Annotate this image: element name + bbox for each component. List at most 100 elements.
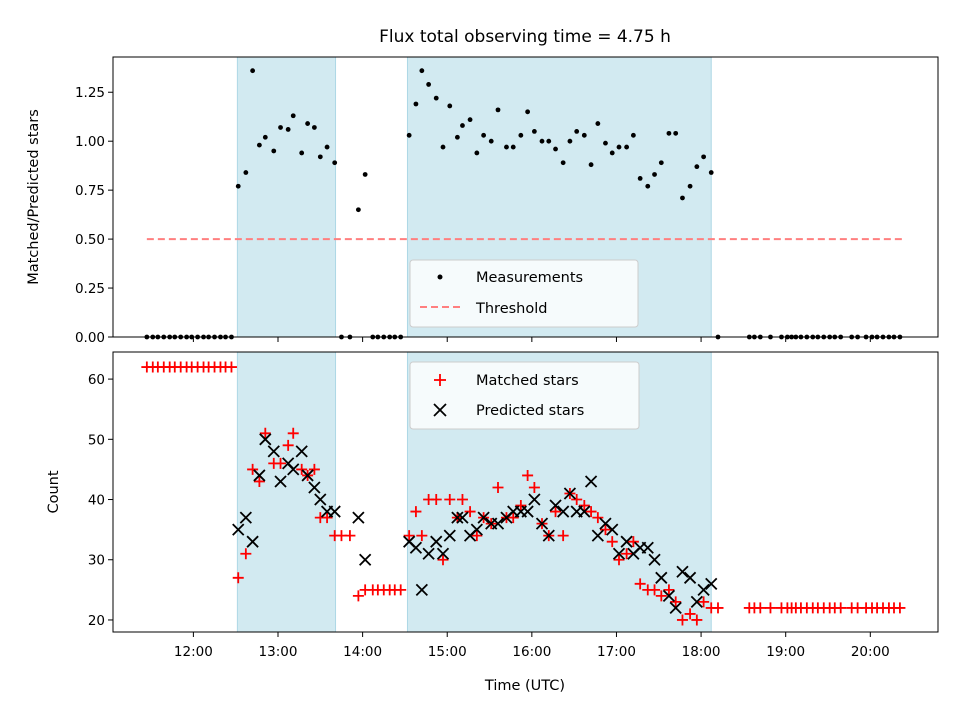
matched-star-point	[550, 506, 562, 518]
matched-star-point	[456, 494, 468, 506]
measurement-point	[406, 132, 412, 138]
y-tick-label: 50	[88, 432, 105, 448]
measurement-point	[495, 107, 501, 113]
matched-star-point	[634, 578, 646, 590]
chart-title: Flux total observing time = 4.75 h	[379, 27, 671, 47]
matched-star-point	[344, 530, 356, 542]
matched-star-point	[287, 427, 299, 439]
x-tick-label: 12:00	[174, 644, 213, 660]
measurement-point	[433, 95, 439, 101]
measurement-point	[694, 164, 700, 170]
measurement-point	[285, 127, 291, 132]
matched-star-point	[471, 530, 483, 542]
measurement-point	[256, 142, 262, 148]
matched-star-point	[571, 494, 583, 506]
measurement-point	[278, 125, 283, 130]
measurement-point	[362, 172, 368, 177]
measurement-point	[673, 130, 679, 136]
y-tick-label: 1.25	[75, 85, 105, 101]
predicted-star-point	[259, 433, 272, 446]
matched-star-point	[835, 602, 847, 614]
legend-measurements-marker	[437, 274, 443, 280]
observing-interval-shade	[236, 56, 337, 338]
legend-matched-marker	[434, 374, 446, 386]
measurement-point	[324, 144, 330, 150]
count-legend-box	[409, 361, 640, 430]
predicted-star-point	[359, 553, 372, 566]
matched-star-point	[613, 554, 625, 566]
measurement-point	[701, 154, 707, 160]
matched-star-point	[282, 439, 294, 451]
predicted-star-point	[578, 505, 591, 518]
matched-star-point	[606, 536, 618, 548]
matched-star-point	[437, 554, 449, 566]
predicted-star-point	[451, 511, 464, 524]
predicted-star-point	[314, 493, 327, 506]
matched-star-point	[712, 602, 724, 614]
measurement-point	[680, 195, 685, 201]
matched-star-point	[259, 427, 271, 439]
predicted-star-point	[648, 553, 661, 566]
measurement-point	[687, 183, 693, 189]
predicted-star-point	[612, 547, 626, 560]
predicted-star-point	[491, 517, 505, 530]
measurement-point	[235, 183, 241, 189]
matched-star-point	[578, 500, 590, 512]
matched-star-point	[515, 500, 527, 512]
matched-star-point	[352, 590, 364, 602]
matched-star-point	[416, 530, 428, 542]
measurement-point	[305, 121, 311, 126]
measurement-point	[243, 170, 249, 175]
ratio-panel-frame	[112, 56, 939, 338]
legend-predicted-marker	[433, 403, 447, 417]
measurement-point	[630, 132, 636, 138]
x-axis-label: Time (UTC)	[484, 678, 565, 694]
matched-star-point	[410, 506, 422, 518]
legend-predicted-label: Predicted stars	[476, 403, 584, 419]
measurement-point	[708, 170, 714, 175]
x-tick-label: 19:00	[766, 644, 805, 660]
matched-star-point	[764, 602, 776, 614]
matched-star-point	[240, 548, 252, 560]
matched-star-point	[585, 506, 597, 518]
count-panel: 20 30 40 50 60 12:00 13:00 14:00 15:00 16:00 17:0…	[46, 351, 939, 694]
matched-star-point	[663, 584, 675, 596]
matched-star-point	[308, 463, 320, 475]
legend-matched-label: Matched stars	[476, 373, 579, 389]
matched-star-point	[296, 463, 308, 475]
measurement-point	[311, 125, 317, 130]
x-tick-label: 14:00	[343, 644, 382, 660]
measurement-point	[603, 140, 608, 146]
predicted-star-point	[528, 493, 541, 506]
x-tick-label: 17:00	[597, 644, 636, 660]
matched-star-point	[395, 584, 407, 596]
predicted-star-point	[443, 529, 456, 542]
predicted-star-point	[301, 469, 314, 482]
predicted-star-point	[246, 535, 259, 548]
x-tick-label: 18:00	[682, 644, 721, 660]
matched-star-point	[507, 512, 519, 524]
predicted-star-point	[274, 475, 287, 488]
predicted-star-point	[535, 517, 549, 530]
y-tick-label: 20	[88, 613, 105, 629]
measurement-point	[658, 160, 664, 166]
y-tick-label: 0.25	[75, 281, 105, 297]
matched-star-point	[894, 602, 906, 614]
matched-star-point	[321, 512, 333, 524]
count-panel-frame	[112, 351, 939, 633]
predicted-star-point	[683, 571, 697, 584]
y-tick-label: 0.75	[75, 183, 105, 199]
measurement-point	[652, 172, 657, 177]
matched-star-point	[232, 572, 244, 584]
measurement-point	[539, 138, 545, 144]
matched-star-point	[684, 608, 696, 620]
measurement-point	[645, 183, 651, 189]
predicted-star-point	[267, 445, 280, 458]
measurement-point	[531, 129, 537, 134]
measurement-point	[588, 162, 594, 168]
matched-star-point	[649, 584, 661, 596]
matched-star-point	[403, 530, 415, 542]
predicted-star-point	[295, 445, 308, 458]
predicted-star-point	[430, 535, 443, 548]
predicted-star-point	[620, 535, 633, 548]
